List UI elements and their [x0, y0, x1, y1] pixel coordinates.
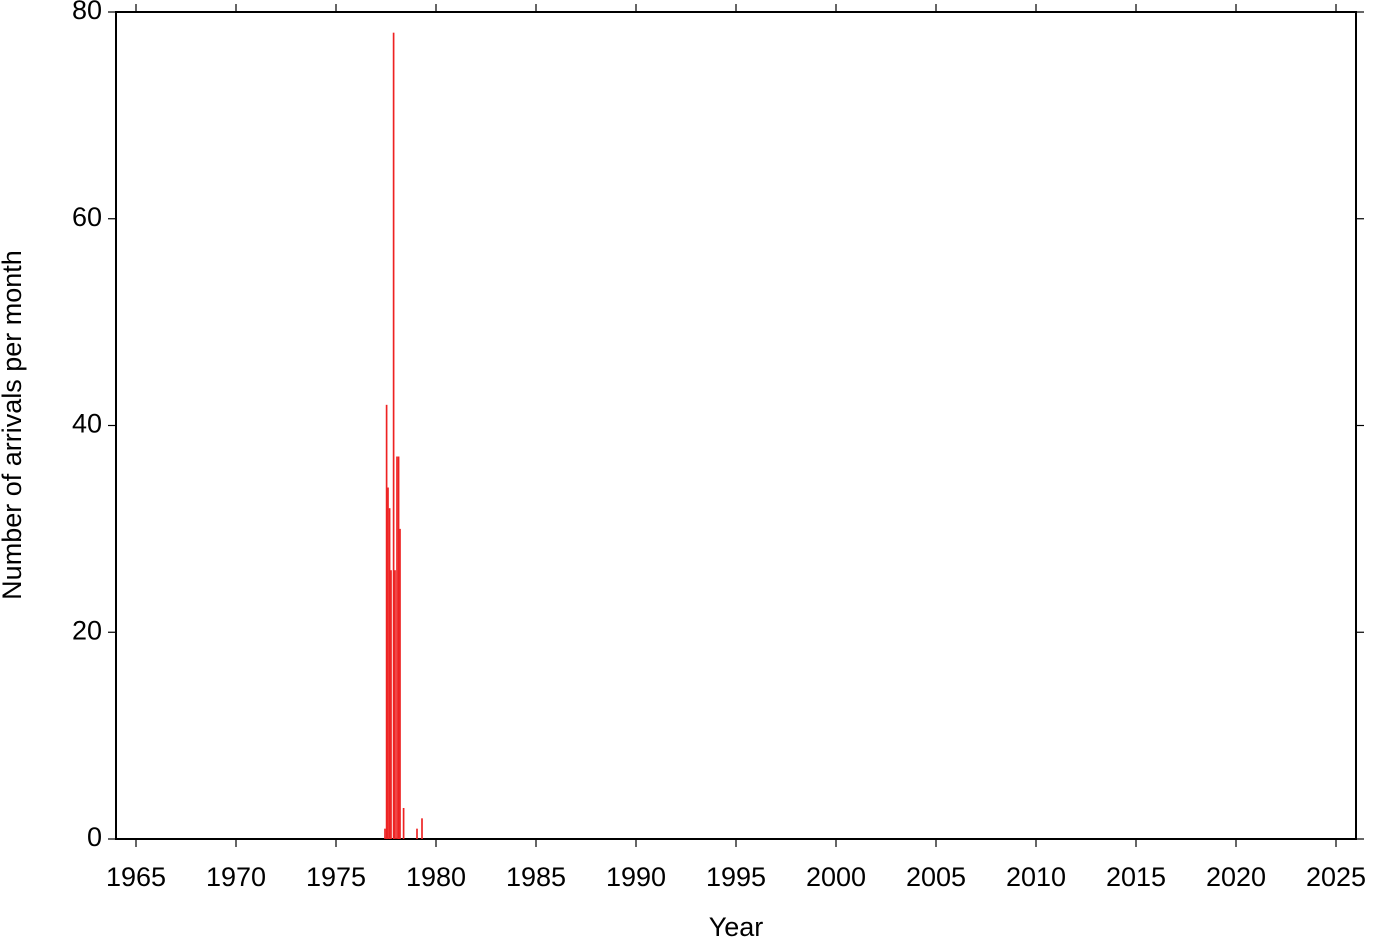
- bar: [387, 487, 389, 839]
- x-tick-label: 2020: [1206, 862, 1266, 892]
- y-tick-label: 0: [87, 822, 102, 852]
- x-tick-label: 1970: [206, 862, 266, 892]
- y-tick-label: 40: [72, 409, 102, 439]
- bar: [394, 570, 396, 839]
- y-axis-label: Number of arrivals per month: [0, 250, 27, 600]
- y-tick-label: 60: [72, 202, 102, 232]
- bar: [384, 828, 386, 839]
- y-tick-label: 20: [72, 615, 102, 645]
- x-tick-label: 2000: [806, 862, 866, 892]
- bar: [416, 828, 418, 839]
- x-tick-label: 2005: [906, 862, 966, 892]
- bar: [388, 508, 391, 839]
- bar: [399, 528, 401, 839]
- bar: [396, 456, 398, 839]
- y-tick-label: 80: [72, 0, 102, 25]
- x-tick-label: 1990: [606, 862, 666, 892]
- x-tick-label: 2025: [1306, 862, 1366, 892]
- bar: [390, 570, 392, 839]
- x-tick-label: 2010: [1006, 862, 1066, 892]
- bar: [421, 818, 423, 839]
- bar: [397, 456, 400, 839]
- x-tick-label: 1985: [506, 862, 566, 892]
- x-tick-label: 2015: [1106, 862, 1166, 892]
- x-tick-label: 1995: [706, 862, 766, 892]
- bar: [402, 807, 405, 839]
- x-tick-label: 1975: [306, 862, 366, 892]
- plot-frame: [115, 11, 1357, 840]
- bar: [385, 404, 388, 839]
- x-tick-label: 1965: [106, 862, 166, 892]
- bar: [392, 32, 395, 840]
- x-axis-label: Year: [709, 912, 764, 942]
- x-tick-label: 1980: [406, 862, 466, 892]
